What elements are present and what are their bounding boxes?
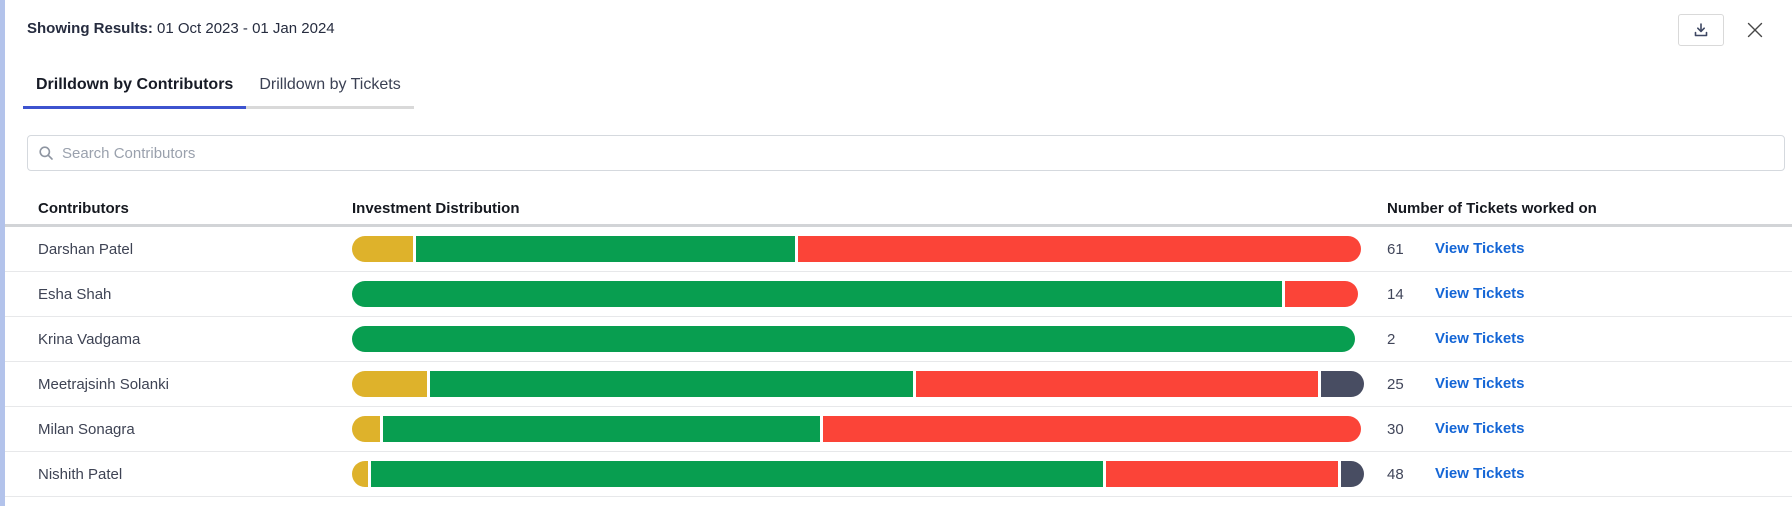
tab-drilldown-by-tickets[interactable]: Drilldown by Tickets xyxy=(246,76,414,109)
view-tickets-link[interactable]: View Tickets xyxy=(1435,240,1525,257)
investment-distribution-bar xyxy=(352,281,1358,307)
tab-drilldown-by-contributors[interactable]: Drilldown by Contributors xyxy=(23,76,247,109)
view-tickets-link[interactable]: View Tickets xyxy=(1435,420,1525,437)
contributor-name: Milan Sonagra xyxy=(38,420,135,438)
search-input[interactable] xyxy=(62,144,1774,162)
view-tickets-link[interactable]: View Tickets xyxy=(1435,375,1525,392)
bar-segment-amber xyxy=(352,461,369,487)
search-box xyxy=(27,135,1785,171)
contributor-name: Esha Shah xyxy=(38,285,112,303)
table-row: Esha Shah 14 View Tickets xyxy=(5,272,1792,317)
showing-results-label: Showing Results: xyxy=(27,20,153,37)
tab-bar: Drilldown by Contributors Drilldown by T… xyxy=(23,76,1792,109)
contributor-name: Darshan Patel xyxy=(38,240,134,258)
table-row: Nishith Patel 48 View Tickets xyxy=(5,452,1792,497)
table-header-row: Contributors Investment Distribution Num… xyxy=(5,193,1792,227)
view-tickets-link[interactable]: View Tickets xyxy=(1435,465,1525,482)
table-row: Darshan Patel 61 View Tickets xyxy=(5,227,1792,272)
bar-segment-amber xyxy=(352,236,414,262)
showing-results-value: 01 Oct 2023 - 01 Jan 2024 xyxy=(157,20,335,37)
bar-segment-slate xyxy=(1340,461,1364,487)
bar-segment-green xyxy=(352,281,1282,307)
tickets-count: 61 xyxy=(1387,240,1404,258)
bar-segment-red xyxy=(1284,281,1358,307)
contributor-name: Krina Vadgama xyxy=(38,330,141,348)
bar-segment-red xyxy=(798,236,1361,262)
tickets-count: 30 xyxy=(1387,420,1404,438)
investment-distribution-bar xyxy=(352,371,1364,397)
bar-segment-green xyxy=(416,236,796,262)
bar-segment-red xyxy=(823,416,1361,442)
view-tickets-link[interactable]: View Tickets xyxy=(1435,330,1525,347)
close-button[interactable] xyxy=(1742,17,1768,43)
table-row: Krina Vadgama 2 View Tickets xyxy=(5,317,1792,362)
table-row: Milan Sonagra 30 View Tickets xyxy=(5,407,1792,452)
showing-results-text: Showing Results: 01 Oct 2023 - 01 Jan 20… xyxy=(27,14,335,37)
panel-left-accent xyxy=(0,0,5,506)
download-button[interactable] xyxy=(1678,14,1724,46)
bar-segment-red xyxy=(1106,461,1338,487)
column-header-investment-distribution: Investment Distribution xyxy=(352,200,520,217)
tickets-count: 48 xyxy=(1387,465,1404,483)
investment-distribution-bar xyxy=(352,461,1364,487)
bar-segment-slate xyxy=(1320,371,1364,397)
top-bar: Showing Results: 01 Oct 2023 - 01 Jan 20… xyxy=(5,0,1792,46)
bar-segment-amber xyxy=(352,371,428,397)
bar-segment-green xyxy=(383,416,821,442)
view-tickets-link[interactable]: View Tickets xyxy=(1435,285,1525,302)
download-icon xyxy=(1692,21,1710,39)
contributors-table: Contributors Investment Distribution Num… xyxy=(5,193,1792,497)
bar-segment-green xyxy=(371,461,1104,487)
tickets-count: 14 xyxy=(1387,285,1404,303)
investment-distribution-bar xyxy=(352,416,1361,442)
investment-distribution-bar xyxy=(352,326,1355,352)
search-icon xyxy=(38,145,54,161)
tickets-count: 25 xyxy=(1387,375,1404,393)
column-header-contributors: Contributors xyxy=(38,200,129,217)
bar-segment-amber xyxy=(352,416,381,442)
contributor-name: Nishith Patel xyxy=(38,465,123,483)
bar-segment-green xyxy=(430,371,913,397)
bar-segment-green xyxy=(352,326,1355,352)
table-body: Darshan Patel 61 View Tickets Esha Shah … xyxy=(5,227,1792,497)
investment-distribution-bar xyxy=(352,236,1361,262)
table-row: Meetrajsinh Solanki 25 View Tickets xyxy=(5,362,1792,407)
contributor-name: Meetrajsinh Solanki xyxy=(38,375,169,393)
close-icon xyxy=(1746,21,1764,39)
column-header-number-of-tickets: Number of Tickets worked on xyxy=(1387,200,1597,217)
bar-segment-red xyxy=(915,371,1318,397)
tickets-count: 2 xyxy=(1387,330,1396,348)
